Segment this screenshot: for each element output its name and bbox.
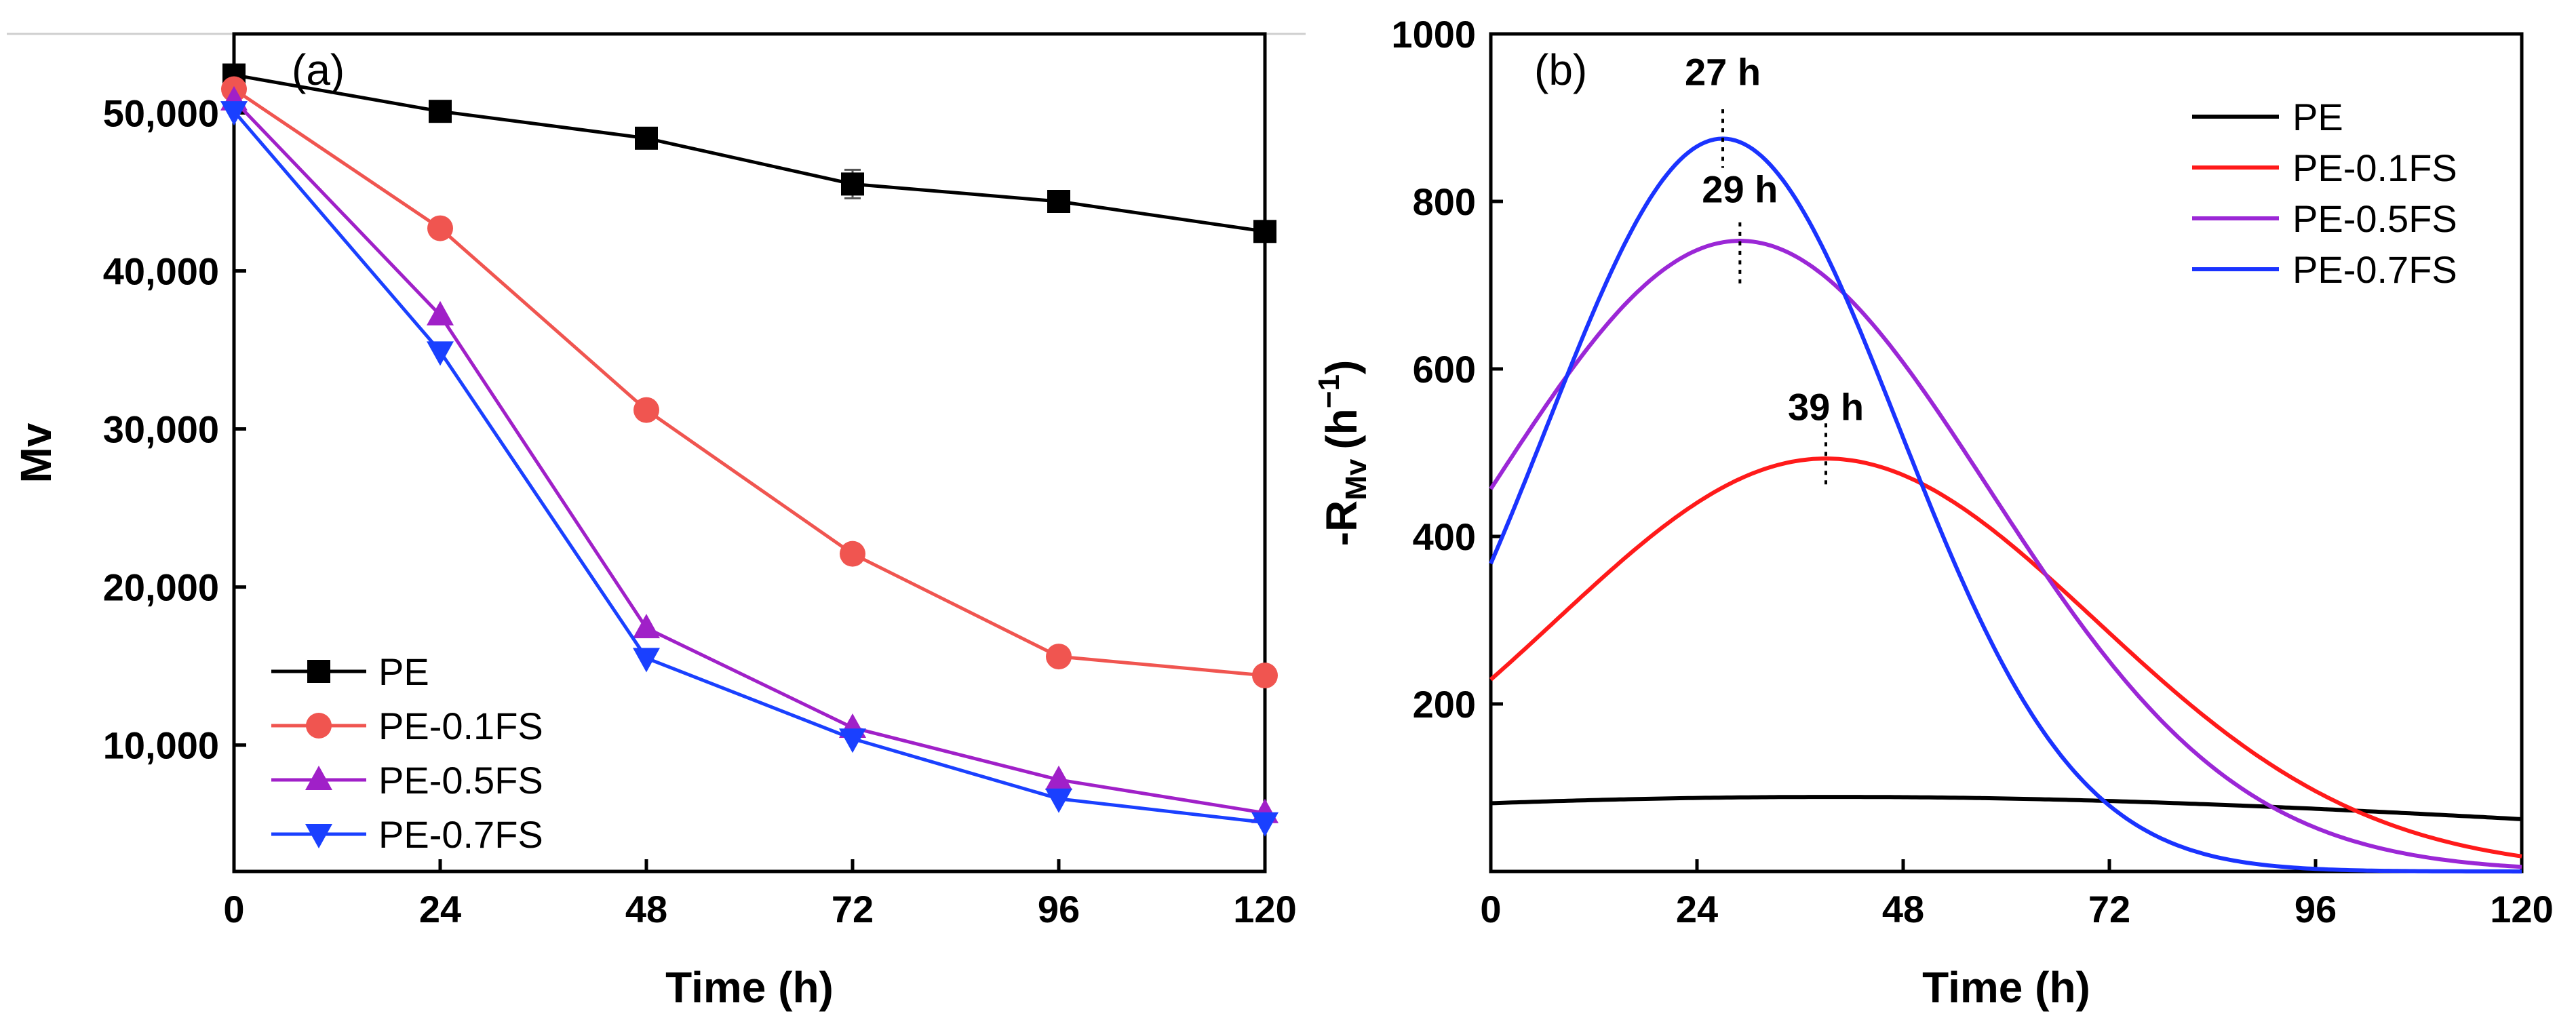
panel-b-x-tick-label: 96 <box>2295 888 2337 930</box>
panel-a-frame <box>232 32 1267 873</box>
panel-b-series-group <box>1489 136 2522 873</box>
data-point-pe-0-5fs <box>1045 765 1072 790</box>
legend-label-pe-0-7fs: PE-0.7FS <box>378 813 543 856</box>
panel-b-legend: PE PE-0.1FS PE-0.5FS PE-0.7FS <box>2192 96 2457 291</box>
peak-label: 29 h <box>1702 168 1778 210</box>
panel-b-y-tick-label: 200 <box>1413 683 1476 726</box>
panel-a-y-axis-title: Mv <box>12 422 60 483</box>
panel-b: (b) 0 24 48 72 96 120 200 400 600 800 1000 Time (… <box>1312 13 2554 1012</box>
panel-a-y-tick-label: 30,000 <box>103 408 219 451</box>
panel-a-x-tick-label: 48 <box>625 888 667 930</box>
peak-label: 27 h <box>1685 51 1761 94</box>
panel-b-x-tick-label: 120 <box>2490 888 2553 930</box>
legend-label-pe: PE <box>378 650 429 693</box>
panel-b-x-tick-label: 72 <box>2088 888 2130 930</box>
data-point-pe-0-7fs <box>1251 812 1279 837</box>
panel-b-label: (b) <box>1534 45 1587 94</box>
legend-marker-pe-0-5fs <box>305 766 332 790</box>
data-point-pe-0-7fs <box>427 341 454 366</box>
ylabel-exponent: −1 <box>1312 374 1346 408</box>
panel-a-y-tick-label: 40,000 <box>103 250 219 293</box>
data-point-pe-0-7fs <box>839 728 866 753</box>
panel-b-x-tick-label: 24 <box>1676 888 1718 930</box>
data-point-pe-0-1fs <box>427 215 453 241</box>
data-point-pe-0-1fs <box>1252 663 1278 689</box>
series-line-pe-0-7fs <box>233 110 1266 825</box>
series-curve-pe <box>1490 795 2522 821</box>
series-line-pe-0-1fs <box>233 87 1266 677</box>
legend-label-pe: PE <box>2292 96 2343 138</box>
data-point-pe-0-7fs <box>633 648 660 673</box>
data-point-pe-0-7fs <box>1045 788 1072 813</box>
legend-label-pe-0-1fs: PE-0.1FS <box>2292 146 2457 189</box>
series-curve-pe-0-7fs <box>1489 136 2522 873</box>
legend-marker-pe-0-7fs <box>305 824 332 848</box>
peak-label: 39 h <box>1788 386 1864 429</box>
panel-b-x-tick-label: 0 <box>1480 888 1501 930</box>
ylabel-unit: (h <box>1317 408 1366 449</box>
panel-b-y-axis: 200 400 600 800 1000 <box>1391 13 1503 726</box>
data-point-pe <box>1047 190 1070 213</box>
series-line-pe-0-5fs <box>233 99 1266 815</box>
panel-b-y-tick-label: 400 <box>1413 515 1476 558</box>
ylabel-subscript: Mv <box>1340 458 1373 500</box>
legend-marker-pe-0-1fs <box>306 713 332 739</box>
panel-b-y-axis-title: -RMv (h−1) <box>1312 360 1373 547</box>
data-point-pe <box>635 126 658 150</box>
data-point-pe-0-1fs <box>840 541 865 567</box>
data-point-pe <box>429 100 452 123</box>
ylabel-main: -R <box>1317 500 1366 547</box>
panel-a-y-tick-label: 20,000 <box>103 566 219 609</box>
data-point-pe-0-5fs <box>427 300 454 326</box>
panel-b-y-tick-label: 600 <box>1413 348 1476 391</box>
data-point-pe-0-1fs <box>633 397 659 423</box>
panel-a-x-tick-label: 96 <box>1038 888 1080 930</box>
legend-label-pe-0-7fs: PE-0.7FS <box>2292 248 2457 291</box>
panel-a-x-axis-title: Time (h) <box>665 963 834 1012</box>
panel-a-y-tick-label: 10,000 <box>103 724 219 767</box>
panel-b-x-tick-label: 48 <box>1882 888 1924 930</box>
panel-b-y-tick-label: 800 <box>1413 180 1476 223</box>
series-line-pe <box>233 73 1266 233</box>
data-point-pe <box>841 172 864 196</box>
panel-a-x-tick-label: 120 <box>1233 888 1296 930</box>
legend-label-pe-0-1fs: PE-0.1FS <box>378 705 543 747</box>
panel-b-y-tick-label: 1000 <box>1391 13 1476 56</box>
data-point-pe-0-1fs <box>1046 644 1072 670</box>
data-point-pe <box>1253 220 1276 243</box>
panel-b-annotations: 27 h 29 h 39 h <box>1685 51 1864 486</box>
legend-label-pe-0-5fs: PE-0.5FS <box>2292 197 2457 240</box>
ylabel-close: ) <box>1317 360 1366 374</box>
panel-a-y-axis: 10,000 20,000 30,000 40,000 50,000 <box>103 92 246 767</box>
legend-label-pe-0-5fs: PE-0.5FS <box>378 759 543 802</box>
panel-a-x-tick-label: 0 <box>223 888 244 930</box>
panel-a-y-tick-label: 50,000 <box>103 92 219 135</box>
data-point-pe-0-7fs <box>220 101 248 126</box>
panel-a-x-axis: 0 24 48 72 96 120 <box>223 859 1297 930</box>
panel-a-x-tick-label: 24 <box>419 888 461 930</box>
series-curve-pe-0-5fs <box>1489 238 2522 869</box>
legend-marker-pe <box>307 660 330 683</box>
panel-a-legend: PE PE-0.1FS PE-0.5FS PE-0.7FS <box>271 650 543 856</box>
series-curve-pe-0-1fs <box>1489 456 2522 859</box>
panel-b-x-axis: 0 24 48 72 96 120 <box>1480 859 2554 930</box>
data-point-pe-0-5fs <box>633 614 660 639</box>
panel-a-x-tick-label: 72 <box>832 888 874 930</box>
panel-b-frame <box>1489 32 2524 873</box>
panel-a-series-group <box>220 63 1279 837</box>
panel-a: (a) 0 24 48 72 96 120 10,00020,00030,00040,00… <box>12 32 1297 1012</box>
panel-b-x-axis-title: Time (h) <box>1922 963 2090 1012</box>
